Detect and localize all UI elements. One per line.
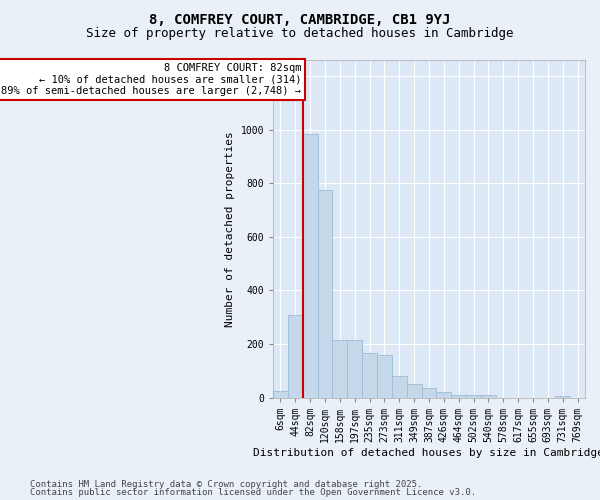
Text: Contains HM Land Registry data © Crown copyright and database right 2025.: Contains HM Land Registry data © Crown c… bbox=[30, 480, 422, 489]
Text: Size of property relative to detached houses in Cambridge: Size of property relative to detached ho… bbox=[86, 28, 514, 40]
Bar bbox=[451, 395, 466, 398]
Bar bbox=[466, 395, 481, 398]
Bar bbox=[362, 354, 377, 398]
Bar bbox=[317, 190, 332, 398]
Bar bbox=[332, 340, 347, 398]
Bar bbox=[481, 395, 496, 398]
Bar bbox=[288, 314, 302, 398]
Bar bbox=[422, 388, 436, 398]
X-axis label: Distribution of detached houses by size in Cambridge: Distribution of detached houses by size … bbox=[253, 448, 600, 458]
Text: 8, COMFREY COURT, CAMBRIDGE, CB1 9YJ: 8, COMFREY COURT, CAMBRIDGE, CB1 9YJ bbox=[149, 12, 451, 26]
Bar bbox=[377, 355, 392, 398]
Bar bbox=[436, 392, 451, 398]
Bar bbox=[302, 134, 317, 398]
Bar bbox=[392, 376, 407, 398]
Bar bbox=[555, 396, 570, 398]
Bar bbox=[347, 340, 362, 398]
Bar bbox=[273, 391, 288, 398]
Text: 8 COMFREY COURT: 82sqm
← 10% of detached houses are smaller (314)
89% of semi-de: 8 COMFREY COURT: 82sqm ← 10% of detached… bbox=[1, 62, 301, 96]
Bar bbox=[407, 384, 422, 398]
Y-axis label: Number of detached properties: Number of detached properties bbox=[225, 131, 235, 326]
Text: Contains public sector information licensed under the Open Government Licence v3: Contains public sector information licen… bbox=[30, 488, 476, 497]
